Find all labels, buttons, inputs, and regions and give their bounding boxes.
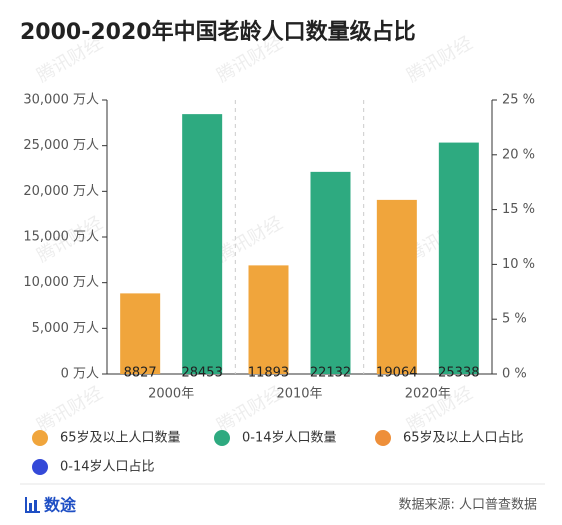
watermark: 腾讯财经 <box>213 382 286 436</box>
watermark: 腾讯财经 <box>33 382 106 436</box>
bar <box>120 293 161 374</box>
y-tick-label: 5,000 万人 <box>32 321 99 336</box>
bar <box>182 114 223 374</box>
y2-tick-label: 0 % <box>502 367 527 382</box>
brand: 数途 <box>44 496 77 515</box>
x-tick-label: 2010年 <box>276 387 322 402</box>
x-tick-label: 2000年 <box>148 387 194 402</box>
y2-tick-label: 10 % <box>502 257 535 272</box>
data-label: 25338 <box>438 366 479 381</box>
brand-icon <box>25 497 40 513</box>
legend-swatch <box>375 430 391 446</box>
bar <box>310 171 351 374</box>
legend-label: 0-14岁人口占比 <box>60 460 155 475</box>
data-label: 22132 <box>310 366 351 381</box>
y2-tick-label: 15 % <box>502 202 535 217</box>
legend-label: 65岁及以上人口占比 <box>403 431 524 446</box>
y-tick-label: 0 万人 <box>61 367 99 382</box>
y2-tick-label: 20 % <box>502 147 535 162</box>
data-label: 28453 <box>181 366 222 381</box>
bar <box>248 265 289 374</box>
data-label: 11893 <box>248 366 289 381</box>
x-tick-label: 2020年 <box>405 387 451 402</box>
legend-swatch <box>32 430 48 446</box>
y-tick-label: 25,000 万人 <box>23 138 99 153</box>
y-tick-label: 15,000 万人 <box>23 230 99 245</box>
data-label: 8827 <box>124 366 157 381</box>
watermark: 腾讯财经 <box>213 212 286 266</box>
legend-label: 65岁及以上人口数量 <box>60 431 181 446</box>
y2-tick-label: 25 % <box>502 93 535 108</box>
source: 数据来源: 人口普查数据 <box>398 498 537 513</box>
y-tick-label: 10,000 万人 <box>23 275 99 290</box>
bar <box>438 142 479 374</box>
chart-title: 2000-2020年中国老龄人口数量级占比 <box>20 19 416 45</box>
y-tick-label: 20,000 万人 <box>23 184 99 199</box>
legend-swatch <box>214 430 230 446</box>
legend-label: 0-14岁人口数量 <box>242 431 337 446</box>
data-label: 19064 <box>376 366 417 381</box>
legend-swatch <box>32 459 48 475</box>
bar <box>376 199 417 374</box>
y2-tick-label: 5 % <box>502 312 527 327</box>
y-tick-label: 30,000 万人 <box>23 93 99 108</box>
